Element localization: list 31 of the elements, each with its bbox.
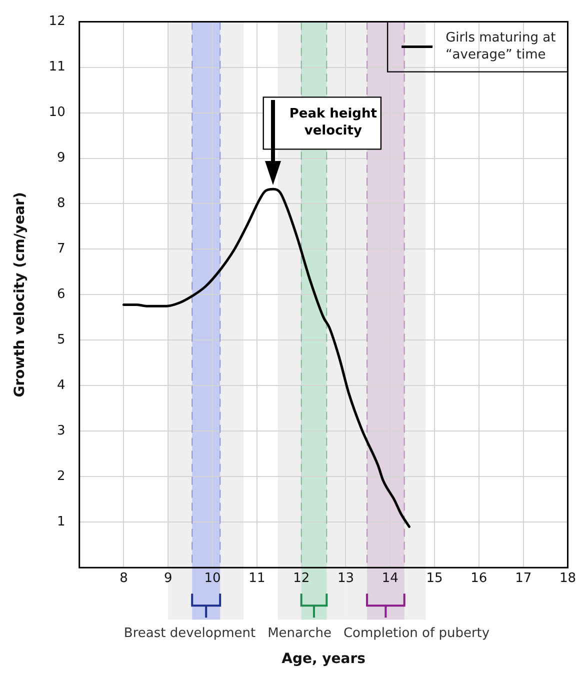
y-tick-label: 11 (48, 60, 66, 75)
y-tick-label: 12 (48, 14, 66, 30)
y-tick-label: 5 (57, 332, 66, 348)
y-tick-label: 9 (57, 150, 66, 166)
x-axis-title: Age, years (282, 651, 366, 668)
y-axis-title: Growth velocity (cm/year) (12, 192, 28, 398)
y-tick-label: 1 (57, 514, 66, 530)
y-tick-label: 7 (57, 242, 66, 257)
x-tick-label: 11 (248, 570, 266, 586)
x-tick-label: 16 (470, 570, 488, 586)
y-tick-label: 6 (57, 287, 66, 302)
y-tick-label: 3 (57, 424, 66, 439)
x-tick-label: 12 (293, 570, 310, 586)
y-tick-label: 4 (57, 378, 66, 394)
x-tick-label: 10 (204, 570, 221, 586)
x-tick-label: 15 (426, 570, 443, 586)
text: Breast development (124, 626, 256, 641)
annotation: Peak height velocity (289, 106, 377, 139)
x-tick-label: 14 (382, 570, 398, 586)
y-tick-label: 2 (57, 469, 66, 484)
x-tick-label: 13 (337, 570, 354, 586)
x-tick-label: 17 (515, 570, 532, 586)
x-tick-label: 8 (120, 570, 128, 586)
text: Completion of puberty (343, 626, 490, 641)
line-series (122, 188, 410, 528)
y-tick-label: 8 (57, 196, 66, 212)
x-tick-label: 18 (559, 570, 576, 586)
text: Menarche (268, 626, 332, 641)
x-tick-label: 9 (164, 570, 172, 586)
legend-label: Girls maturing at “average” time (446, 30, 556, 63)
y-tick-label: 10 (48, 105, 66, 120)
